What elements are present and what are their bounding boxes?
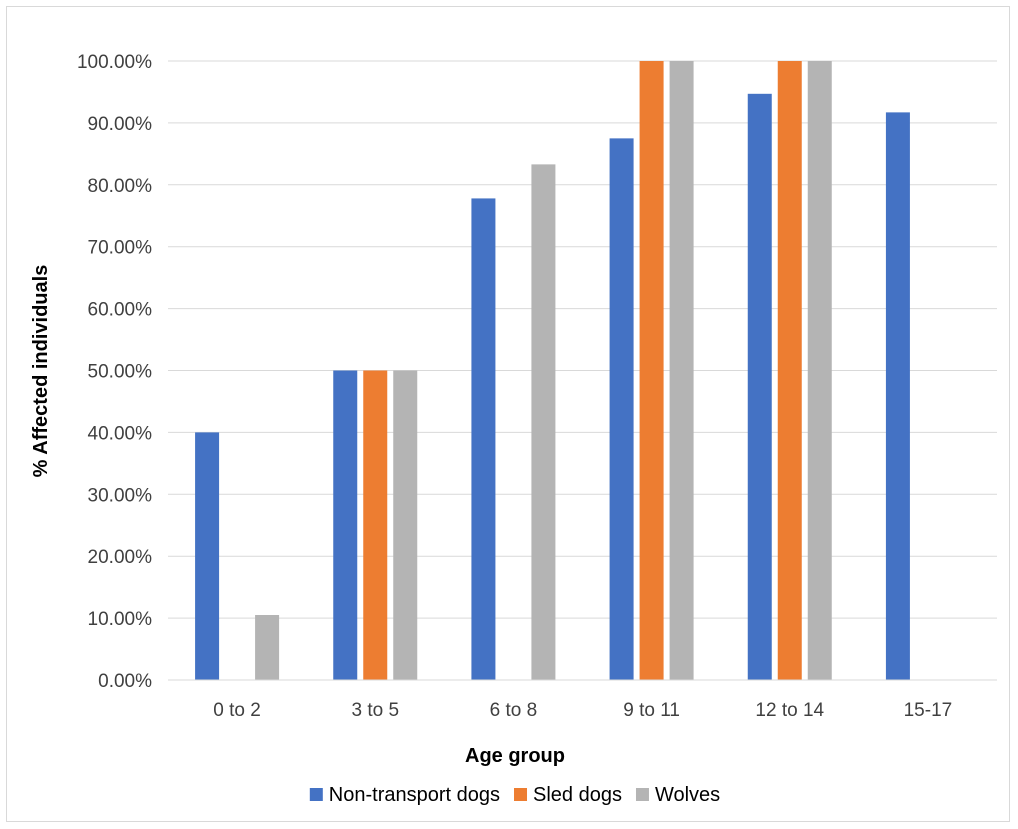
x-axis-title: Age group xyxy=(465,745,565,767)
bar xyxy=(255,615,280,680)
bar xyxy=(609,138,634,680)
y-tick-label: 20.00% xyxy=(88,547,153,568)
y-axis-title: % Affected individuals xyxy=(30,265,52,478)
legend-label: Non-transport dogs xyxy=(329,784,500,806)
y-axis-ticks: 0.00% 10.00% 20.00% 30.00% 40.00% 50.00% 60.00… xyxy=(77,52,152,692)
y-tick-label: 0.00% xyxy=(98,671,152,692)
y-tick-label: 10.00% xyxy=(88,609,153,630)
y-tick-label: 50.00% xyxy=(88,362,153,383)
legend-swatch xyxy=(514,788,528,801)
y-tick-label: 100.00% xyxy=(77,52,152,73)
x-tick-label: 9 to 11 xyxy=(623,700,680,721)
bar xyxy=(807,61,832,680)
legend-swatch xyxy=(309,788,323,801)
x-tick-label: 12 to 14 xyxy=(755,700,824,721)
bars xyxy=(195,61,910,681)
bar xyxy=(471,198,496,680)
bar xyxy=(747,93,772,680)
x-tick-label: 15-17 xyxy=(904,700,953,721)
y-tick-label: 70.00% xyxy=(88,238,153,259)
bar xyxy=(363,370,388,680)
y-tick-label: 60.00% xyxy=(88,300,153,321)
x-tick-label: 3 to 5 xyxy=(351,700,399,721)
chart-frame xyxy=(6,6,1010,822)
bar xyxy=(885,112,910,680)
y-tick-label: 40.00% xyxy=(88,423,153,444)
bar xyxy=(531,164,556,681)
y-tick-label: 30.00% xyxy=(88,485,153,506)
legend-label: Wolves xyxy=(655,784,720,806)
x-tick-label: 0 to 2 xyxy=(213,700,261,721)
x-tick-label: 6 to 8 xyxy=(490,700,538,721)
legend-label: Sled dogs xyxy=(533,784,622,806)
gridlines xyxy=(168,60,997,619)
legend-swatch xyxy=(635,788,649,801)
bar xyxy=(639,61,664,680)
bar xyxy=(333,370,358,680)
y-tick-label: 80.00% xyxy=(88,176,153,197)
bar xyxy=(669,61,694,680)
x-axis-ticks: 0 to 2 3 to 5 6 to 8 9 to 11 12 to 14 15-17 xyxy=(213,700,952,721)
y-tick-label: 90.00% xyxy=(88,114,153,135)
bar xyxy=(195,432,220,680)
bar xyxy=(393,370,418,680)
bar xyxy=(777,61,802,680)
legend: Non-transport dogs Sled dogs Wolves xyxy=(309,784,720,806)
